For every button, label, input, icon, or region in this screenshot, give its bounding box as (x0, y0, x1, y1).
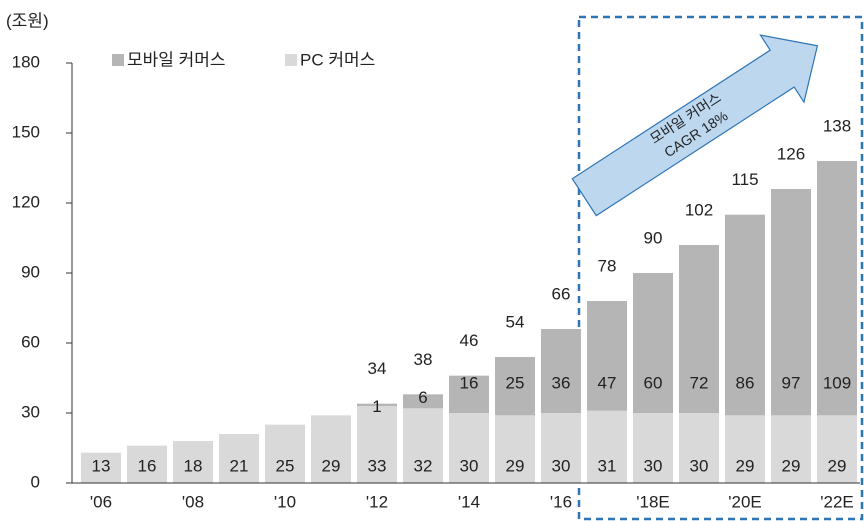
bar-segment (495, 357, 535, 416)
bar-segment (725, 415, 765, 483)
value-label: 16 (138, 456, 157, 475)
x-tick-label: '14 (458, 492, 480, 511)
total-label: 78 (598, 256, 617, 275)
total-label: 115 (731, 170, 758, 189)
bar-segment (219, 434, 259, 483)
y-tick-label: 0 (31, 472, 40, 491)
bar-segment (817, 161, 857, 416)
value-label: 72 (690, 373, 709, 392)
bar-segment (587, 410, 627, 483)
bar-segment (633, 413, 673, 483)
x-tick-label: '12 (366, 492, 388, 511)
total-label: 46 (460, 331, 479, 350)
bar-segment (265, 424, 305, 483)
total-label: 102 (685, 200, 713, 219)
x-tick-label: '16 (550, 492, 572, 511)
bar-segment (449, 375, 489, 413)
value-label: 1 (372, 397, 381, 416)
bar-segment (357, 403, 397, 406)
total-label: 38 (414, 350, 433, 369)
total-label: 34 (368, 359, 387, 378)
value-label: 16 (460, 373, 479, 392)
bar-segment (173, 441, 213, 483)
bar-segment (449, 413, 489, 483)
bar-segment (771, 415, 811, 483)
value-label: 36 (552, 373, 571, 392)
x-tick-label: '18E (636, 492, 670, 511)
value-label: 86 (736, 373, 755, 392)
y-tick-label: 30 (21, 402, 40, 421)
bar-segment (679, 413, 719, 483)
unit-label: (조원) (6, 11, 49, 30)
bar-segment (541, 329, 581, 413)
y-tick-label: 90 (21, 262, 40, 281)
value-label: 29 (828, 456, 847, 475)
legend-swatch (285, 54, 297, 66)
value-label: 30 (552, 456, 571, 475)
bar-segment (541, 413, 581, 483)
value-label: 25 (276, 456, 295, 475)
x-tick-label: '06 (90, 492, 112, 511)
value-label: 6 (418, 388, 427, 407)
value-label: 29 (322, 456, 341, 475)
bar-segment (587, 301, 627, 411)
x-tick-label: '22E (820, 492, 854, 511)
value-label: 29 (782, 456, 801, 475)
y-tick-label: 60 (21, 332, 40, 351)
y-tick-label: 150 (12, 122, 40, 141)
value-label: 25 (506, 373, 525, 392)
y-tick-label: 120 (12, 192, 40, 211)
y-tick-label: 180 (12, 52, 40, 71)
bar-segment (679, 245, 719, 413)
bar-segment (817, 415, 857, 483)
x-tick-label: '20E (728, 492, 762, 511)
value-label: 30 (460, 456, 479, 475)
bar-segment (403, 408, 443, 483)
legend-swatch (112, 54, 124, 66)
total-label: 66 (552, 284, 571, 303)
value-label: 32 (414, 456, 433, 475)
value-label: 30 (644, 456, 663, 475)
value-label: 47 (598, 373, 617, 392)
value-label: 29 (506, 456, 525, 475)
total-label: 90 (644, 228, 663, 247)
total-label: 138 (823, 116, 851, 135)
value-label: 29 (736, 456, 755, 475)
bar-segment (357, 406, 397, 483)
value-label: 30 (690, 456, 709, 475)
value-label: 109 (823, 373, 851, 392)
legend-label: PC 커머스 (300, 50, 375, 69)
x-tick-label: '10 (274, 492, 296, 511)
value-label: 33 (368, 456, 387, 475)
x-tick-label: '08 (182, 492, 204, 511)
value-label: 21 (230, 456, 249, 475)
forecast-box (577, 15, 864, 521)
bar-segment (403, 394, 443, 409)
bar-segment (81, 452, 121, 483)
value-label: 13 (92, 456, 111, 475)
total-label: 54 (506, 312, 525, 331)
bar-segment (311, 415, 351, 483)
total-label: 126 (777, 144, 805, 163)
bar-segment (633, 273, 673, 413)
bar-segment (771, 189, 811, 416)
bar-segment (127, 445, 167, 483)
bar-segment (495, 415, 535, 483)
bar-segment (725, 214, 765, 416)
value-label: 31 (598, 456, 617, 475)
legend-label: 모바일 커머스 (127, 50, 226, 69)
value-label: 18 (184, 456, 203, 475)
value-label: 60 (644, 373, 663, 392)
value-label: 97 (782, 373, 801, 392)
